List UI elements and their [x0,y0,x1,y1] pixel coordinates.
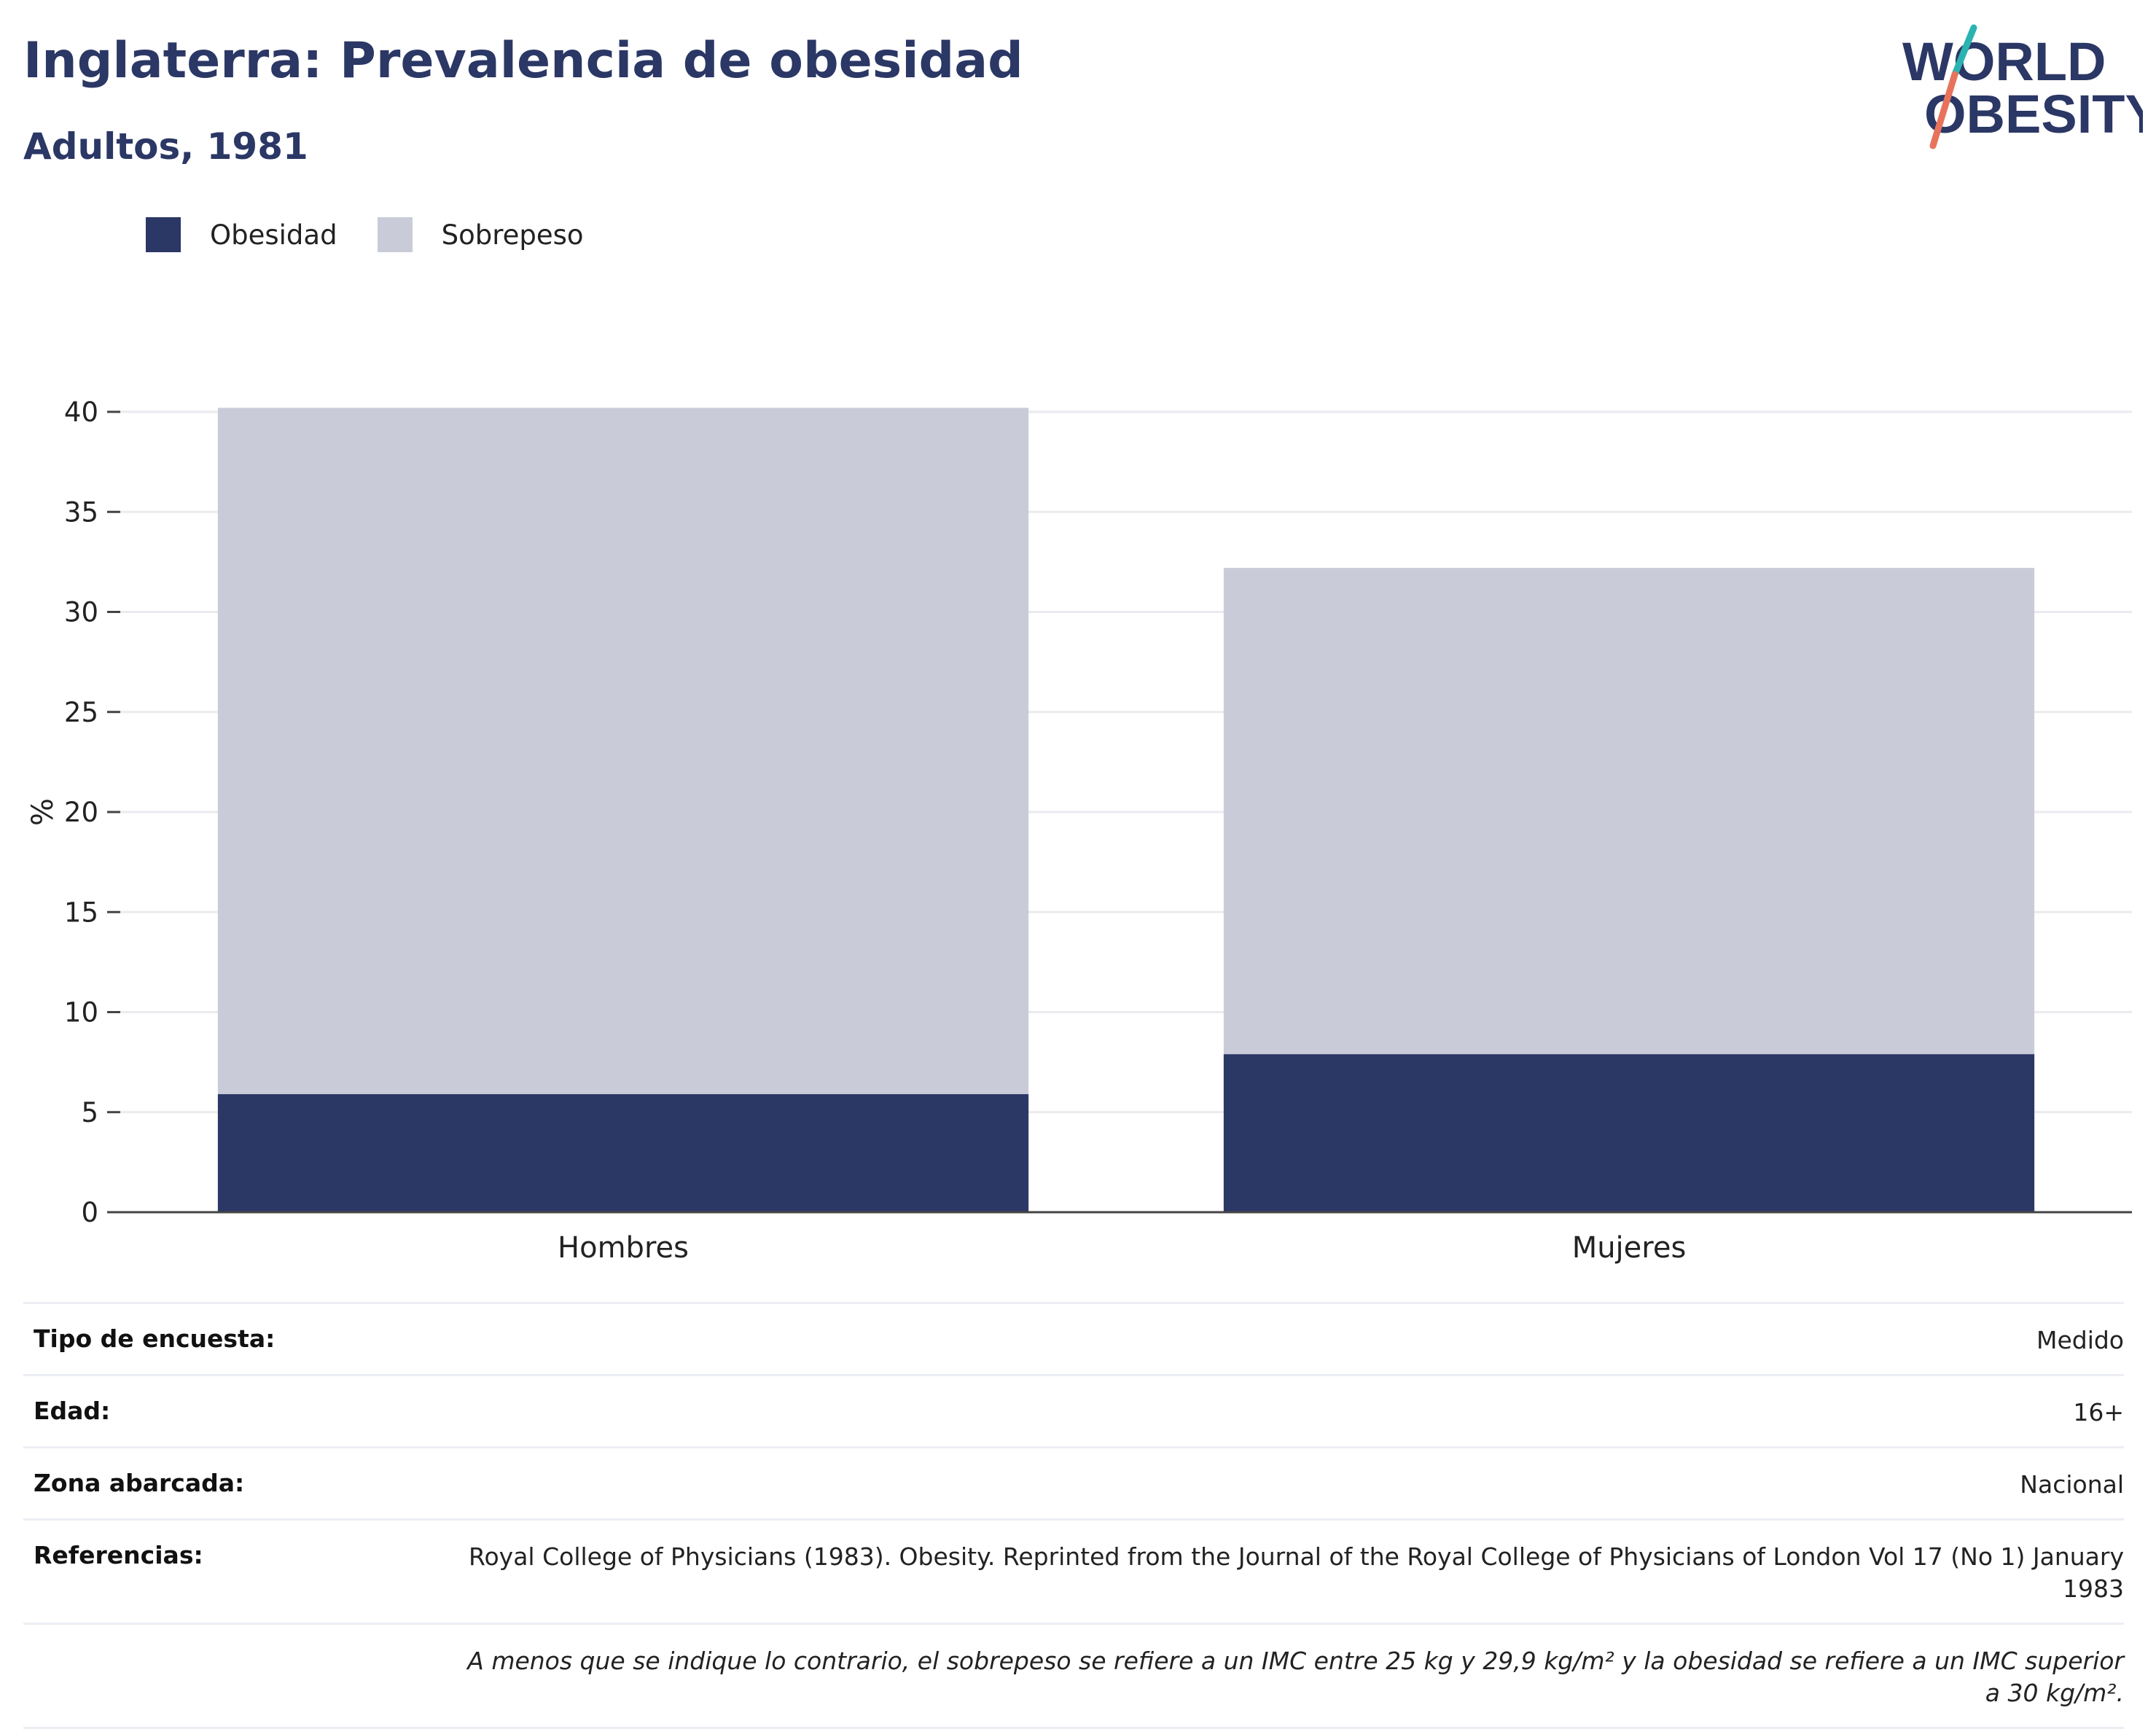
meta-key: Zona abarcada: [34,1469,245,1497]
chart-title: Inglaterra: Prevalencia de obesidad [23,32,1023,90]
svg-text:WORLD: WORLD [1902,31,2106,92]
x-tick-label: Hombres [558,1231,689,1265]
meta-key: Edad: [34,1397,111,1425]
legend-swatch-sobrepeso [377,217,413,252]
legend-item-obesidad[interactable]: Obesidad [146,217,337,252]
legend-label-sobrepeso: Sobrepeso [441,219,584,251]
y-tick-label: 25 [64,697,98,728]
y-tick-label: 30 [64,597,98,628]
meta-row-references: Referencias: Royal College of Physicians… [23,1518,2124,1623]
y-tick-label: 20 [64,797,98,828]
meta-row-age: Edad: 16+ [23,1374,2124,1446]
legend-label-obesidad: Obesidad [210,219,337,251]
meta-value: Royal College of Physicians (1983). Obes… [469,1542,2124,1603]
y-tick-label: 0 [81,1197,98,1228]
meta-value: Nacional [2020,1470,2124,1499]
bar-sobrepeso-mujeres [1223,568,2035,1055]
bar-sobrepeso-hombres [217,407,1029,1095]
survey-metadata-table: Tipo de encuesta: Medido Edad: 16+ Zona … [23,1302,2124,1729]
definition-note: A menos que se indique lo contrario, el … [467,1647,2124,1707]
y-axis-label: % [26,798,60,826]
meta-key: Referencias: [34,1541,203,1569]
legend-swatch-obesidad [146,217,181,252]
legend-item-sobrepeso[interactable]: Sobrepeso [377,217,584,252]
meta-value: 16+ [2073,1398,2124,1426]
world-obesity-logo: WORLD OBESITY [1902,24,2143,149]
y-tick-label: 10 [64,997,98,1029]
chart-subtitle: Adultos, 1981 [23,125,308,168]
y-tick-label: 40 [64,397,98,428]
y-tick-label: 15 [64,897,98,928]
bar-obesidad-hombres [217,1094,1029,1212]
meta-row-survey-type: Tipo de encuesta: Medido [23,1302,2124,1374]
chart-legend: Obesidad Sobrepeso [146,217,624,252]
stacked-bar-chart: 0 5 10 15 20 25 30 35 40% Hombres Mujeres [26,397,2132,1265]
meta-key: Tipo de encuesta: [34,1324,276,1353]
meta-row-area: Zona abarcada: Nacional [23,1446,2124,1518]
svg-text:OBESITY: OBESITY [1924,84,2143,144]
bar-obesidad-mujeres [1223,1054,2035,1212]
meta-value: Medido [2036,1326,2124,1354]
y-tick-label: 35 [64,496,98,528]
meta-row-note: A menos que se indique lo contrario, el … [23,1623,2124,1729]
x-tick-label: Mujeres [1572,1231,1687,1265]
y-tick-label: 5 [81,1097,98,1128]
